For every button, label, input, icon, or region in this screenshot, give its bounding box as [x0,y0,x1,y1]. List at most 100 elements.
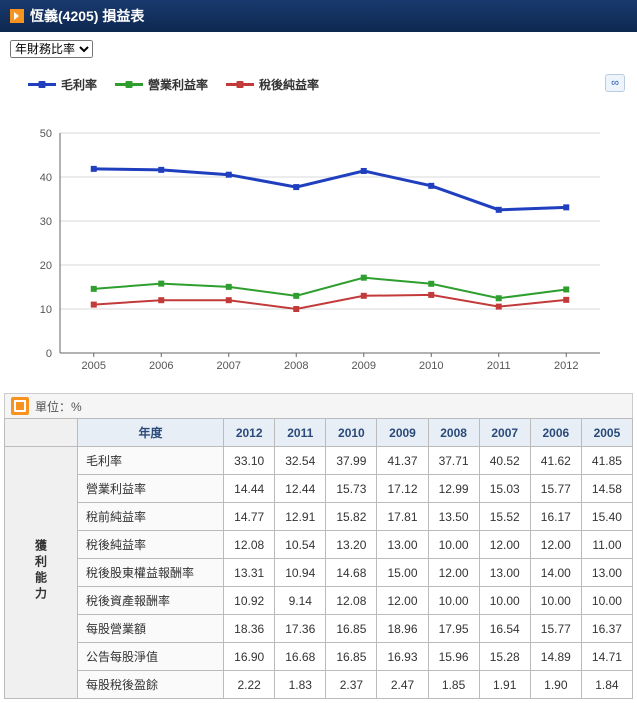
chart-container: ∞ 毛利率營業利益率稅後純益率 010203040502005200620072… [10,72,627,383]
data-cell: 18.96 [377,615,428,643]
data-cell: 37.71 [428,447,479,475]
data-cell: 13.00 [581,559,632,587]
row-label-cell: 稅後資產報酬率 [78,587,224,615]
data-cell: 13.00 [377,531,428,559]
table-body: 獲利能力毛利率33.1032.5437.9941.3737.7140.5241.… [5,447,633,699]
data-cell: 40.52 [479,447,530,475]
link-badge-icon[interactable]: ∞ [605,74,625,92]
data-cell: 15.03 [479,475,530,503]
row-label-cell: 每股營業額 [78,615,224,643]
data-cell: 13.31 [224,559,275,587]
data-cell: 41.62 [530,447,581,475]
data-cell: 10.00 [479,587,530,615]
legend-item: 稅後純益率 [226,76,319,93]
header-arrow-icon [10,9,24,23]
controls-bar: 年財務比率 [0,32,637,66]
data-cell: 14.00 [530,559,581,587]
data-cell: 1.91 [479,671,530,699]
svg-text:2012: 2012 [554,360,578,372]
table-header-cell: 2010 [326,419,377,447]
legend-label: 營業利益率 [148,76,208,93]
data-cell: 14.71 [581,643,632,671]
table-header-cell: 2011 [275,419,326,447]
data-cell: 12.00 [530,531,581,559]
data-cell: 15.73 [326,475,377,503]
line-chart: 0102030405020052006200720082009201020112… [10,103,610,383]
page-header: 恆義(4205) 損益表 [0,0,637,32]
data-cell: 12.91 [275,503,326,531]
data-cell: 33.10 [224,447,275,475]
data-cell: 15.77 [530,475,581,503]
table-header-cell: 2009 [377,419,428,447]
table-row: 每股稅後盈餘2.221.832.372.471.851.911.901.84 [5,671,633,699]
data-cell: 16.54 [479,615,530,643]
svg-text:50: 50 [40,128,52,140]
data-cell: 10.00 [530,587,581,615]
page-title: 恆義(4205) 損益表 [30,6,144,26]
data-cell: 10.54 [275,531,326,559]
svg-text:2008: 2008 [284,360,308,372]
table-row: 稅前純益率14.7712.9115.8217.8113.5015.5216.17… [5,503,633,531]
data-cell: 17.12 [377,475,428,503]
data-cell: 12.99 [428,475,479,503]
legend-swatch [115,83,143,86]
data-cell: 15.40 [581,503,632,531]
data-cell: 10.00 [428,531,479,559]
data-cell: 12.44 [275,475,326,503]
data-cell: 16.68 [275,643,326,671]
data-cell: 13.00 [479,559,530,587]
data-cell: 10.92 [224,587,275,615]
data-cell: 10.00 [581,587,632,615]
row-label-cell: 每股稅後盈餘 [78,671,224,699]
data-cell: 17.95 [428,615,479,643]
data-cell: 17.36 [275,615,326,643]
table-header-cell: 2005 [581,419,632,447]
row-label-cell: 營業利益率 [78,475,224,503]
data-cell: 13.20 [326,531,377,559]
data-cell: 1.83 [275,671,326,699]
data-cell: 9.14 [275,587,326,615]
legend-label: 稅後純益率 [259,76,319,93]
data-cell: 1.90 [530,671,581,699]
svg-text:2009: 2009 [352,360,376,372]
data-table: 年度20122011201020092008200720062005 獲利能力毛… [4,418,633,699]
data-cell: 16.37 [581,615,632,643]
table-header-cell: 2008 [428,419,479,447]
data-cell: 14.77 [224,503,275,531]
row-label-cell: 毛利率 [78,447,224,475]
legend-swatch [28,83,56,86]
svg-text:2010: 2010 [419,360,443,372]
svg-text:20: 20 [40,260,52,272]
table-side-label: 獲利能力 [5,447,78,699]
data-cell: 17.81 [377,503,428,531]
legend-swatch [226,83,254,86]
data-cell: 16.85 [326,643,377,671]
svg-text:40: 40 [40,172,52,184]
data-cell: 15.28 [479,643,530,671]
row-label-cell: 稅後純益率 [78,531,224,559]
data-cell: 12.00 [428,559,479,587]
data-cell: 2.47 [377,671,428,699]
table-row: 稅後資產報酬率10.929.1412.0812.0010.0010.0010.0… [5,587,633,615]
unit-label: 單位：% [35,398,82,415]
svg-text:2005: 2005 [82,360,106,372]
data-cell: 12.00 [479,531,530,559]
data-cell: 16.90 [224,643,275,671]
ratio-type-select[interactable]: 年財務比率 [10,40,93,58]
table-row: 營業利益率14.4412.4415.7317.1212.9915.0315.77… [5,475,633,503]
data-cell: 14.58 [581,475,632,503]
data-cell: 41.37 [377,447,428,475]
svg-text:2011: 2011 [487,360,511,372]
data-cell: 12.00 [377,587,428,615]
legend-item: 毛利率 [28,76,97,93]
table-row: 每股營業額18.3617.3616.8518.9617.9516.5415.77… [5,615,633,643]
data-cell: 11.00 [581,531,632,559]
data-cell: 14.68 [326,559,377,587]
table-header-cell [5,419,78,447]
data-cell: 41.85 [581,447,632,475]
data-cell: 13.50 [428,503,479,531]
svg-text:30: 30 [40,216,52,228]
data-cell: 2.22 [224,671,275,699]
row-label-cell: 稅後股東權益報酬率 [78,559,224,587]
data-cell: 32.54 [275,447,326,475]
